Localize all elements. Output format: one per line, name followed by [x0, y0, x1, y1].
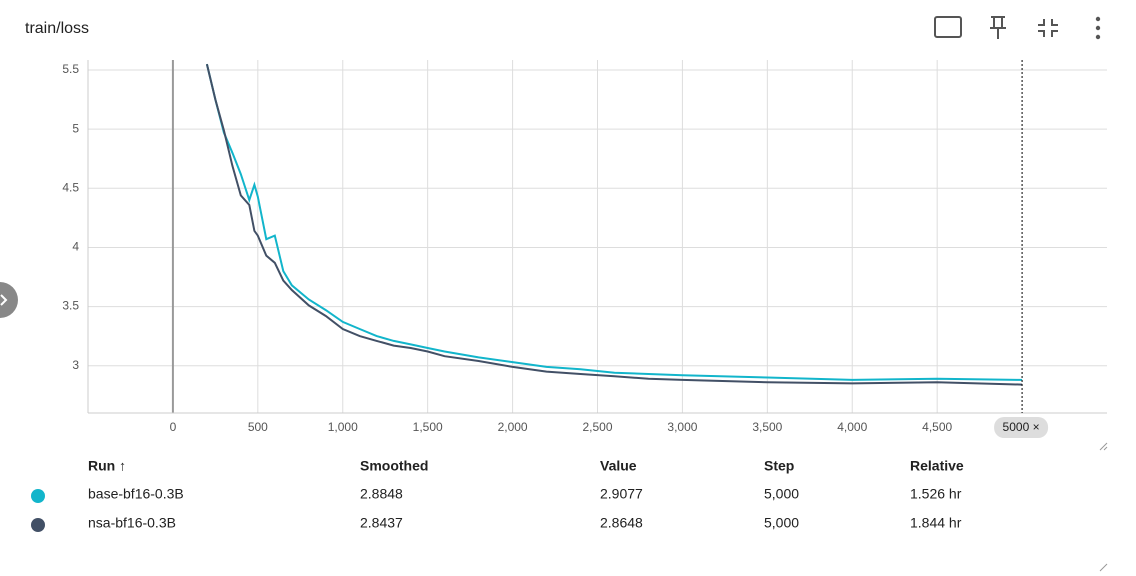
more-button[interactable] — [1095, 16, 1101, 40]
run-color-dot — [31, 518, 45, 532]
x-tick-label: 4,500 — [922, 420, 952, 434]
table-header: Relative — [910, 458, 964, 474]
side-toggle[interactable] — [0, 282, 18, 318]
table-cell: 1.526 hr — [910, 486, 962, 502]
x-tick-label: 3,500 — [752, 420, 782, 434]
y-tick-label: 4.5 — [62, 180, 79, 194]
table-cell: base-bf16-0.3B — [88, 486, 184, 502]
table-cell: 5,000 — [764, 486, 799, 502]
x-tick-label: 3,000 — [667, 420, 697, 434]
pin-button[interactable] — [990, 16, 1006, 39]
chart-title: train/loss — [25, 20, 89, 37]
table-header: Run ↑ — [88, 458, 126, 474]
table-cell: 5,000 — [764, 515, 799, 531]
x-tick-label: 4,000 — [837, 420, 867, 434]
table-cell: 2.8437 — [360, 515, 403, 531]
resize-handle[interactable] — [1099, 442, 1108, 572]
x-tick-label: 2,500 — [582, 420, 612, 434]
collapse-button[interactable] — [1038, 19, 1058, 37]
x-tick-label: 500 — [248, 420, 268, 434]
table-cell: 2.8648 — [600, 515, 643, 531]
x-tick-label: 1,500 — [413, 420, 443, 434]
cursor-chip — [994, 417, 1049, 438]
y-tick-label: 4 — [72, 240, 79, 254]
cursor-label: 5000 × — [1003, 420, 1040, 434]
run-color-dot — [31, 489, 45, 503]
side-toggle-arrow — [0, 294, 8, 306]
series-line — [205, 63, 1023, 386]
y-tick-label: 3.5 — [62, 299, 79, 313]
table-cell: 2.8848 — [360, 486, 403, 502]
x-tick-label: 1,000 — [328, 420, 358, 434]
fit-button[interactable] — [934, 16, 962, 38]
x-tick-label: 0 — [170, 420, 177, 434]
table-cell: 1.844 hr — [910, 515, 962, 531]
table-header: Step — [764, 458, 794, 474]
toolbar — [934, 16, 1101, 40]
y-tick-label: 5.5 — [62, 62, 79, 76]
y-tick-label: 3 — [72, 358, 79, 372]
table-header: Smoothed — [360, 458, 428, 474]
table-cell: nsa-bf16-0.3B — [88, 515, 176, 531]
table-cell: 2.9077 — [600, 486, 643, 502]
series-line — [205, 63, 1023, 381]
y-tick-label: 5 — [72, 121, 79, 135]
table-header: Value — [600, 458, 637, 474]
x-tick-label: 2,000 — [498, 420, 528, 434]
